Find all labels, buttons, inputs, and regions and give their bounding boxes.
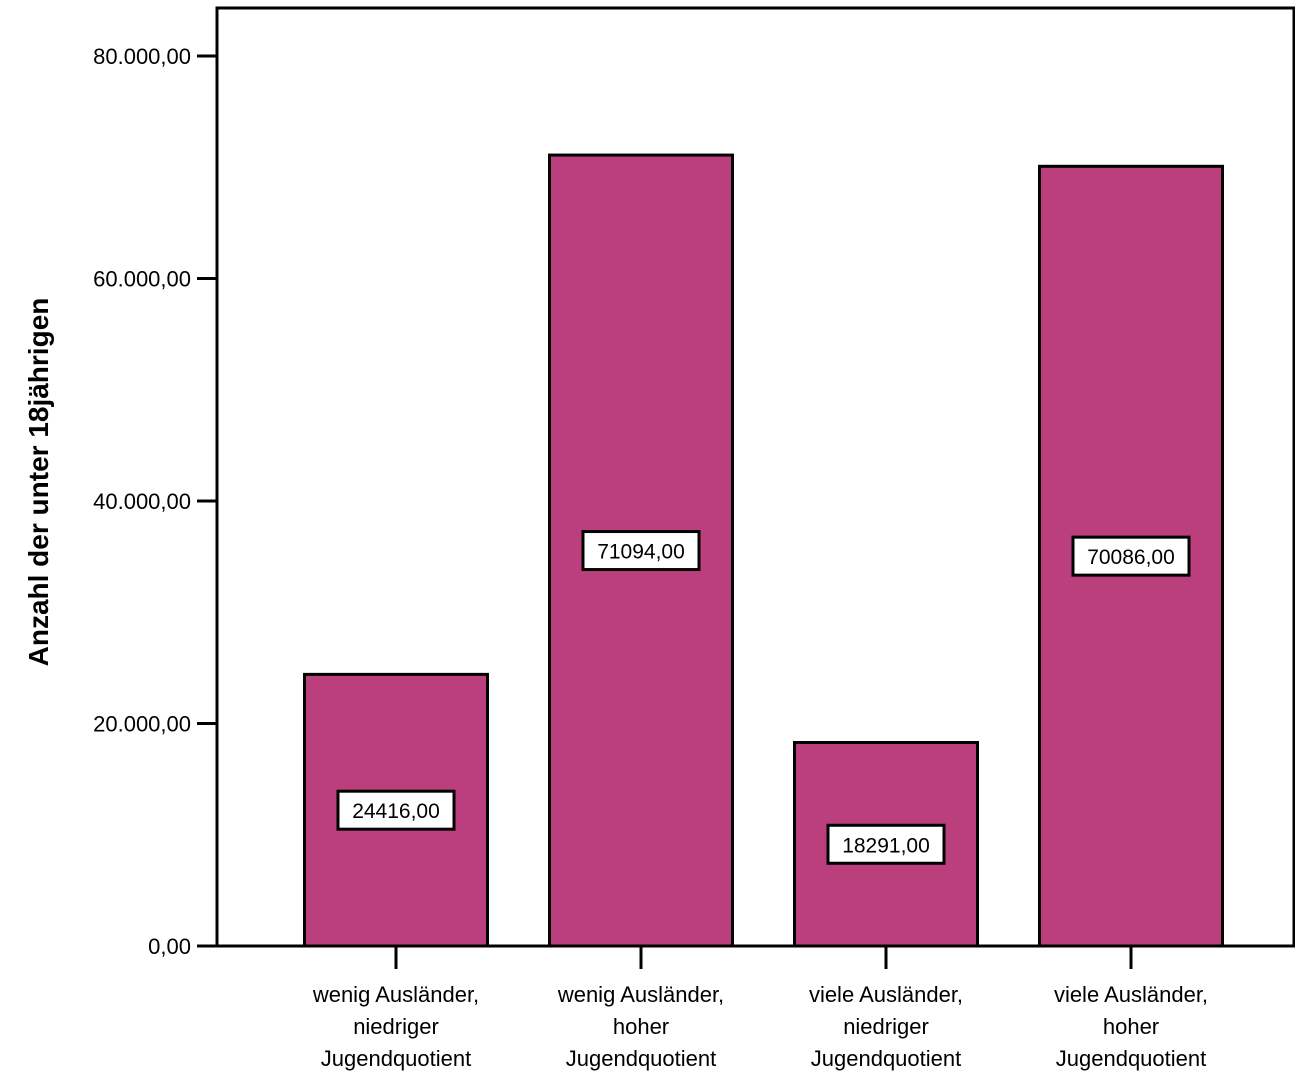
x-tick-label: viele Ausländer, hoher Jugendquotient (1054, 982, 1208, 1071)
y-tick-label: 60.000,00 (93, 267, 191, 292)
data-label: 24416,00 (352, 800, 440, 823)
data-label-box (336, 789, 456, 831)
data-label: 18291,00 (842, 834, 930, 857)
y-tick-label: 20.000,00 (93, 712, 191, 737)
plot-area: 0,00 20.000,00 40.000,00 60.000,00 80.000,00… (93, 6, 1295, 1071)
data-label: 71094,00 (597, 541, 685, 564)
y-tick-label: 40.000,00 (93, 489, 191, 514)
x-tick-label: wenig Ausländer, niedriger Jugendquotient (312, 982, 479, 1071)
data-label-box (1071, 535, 1191, 577)
y-axis-label: Anzahl der unter 18jährigen (23, 298, 54, 667)
data-label: 70086,00 (1087, 546, 1175, 569)
data-label-box (581, 530, 701, 572)
y-tick-label: 80.000,00 (93, 44, 191, 69)
x-tick-label: wenig Ausländer, hoher Jugendquotient (557, 982, 724, 1071)
y-tick-label: 0,00 (148, 934, 191, 959)
x-tick-label: viele Ausländer, niedriger Jugendquotient (809, 982, 963, 1071)
data-label-box (826, 823, 946, 865)
